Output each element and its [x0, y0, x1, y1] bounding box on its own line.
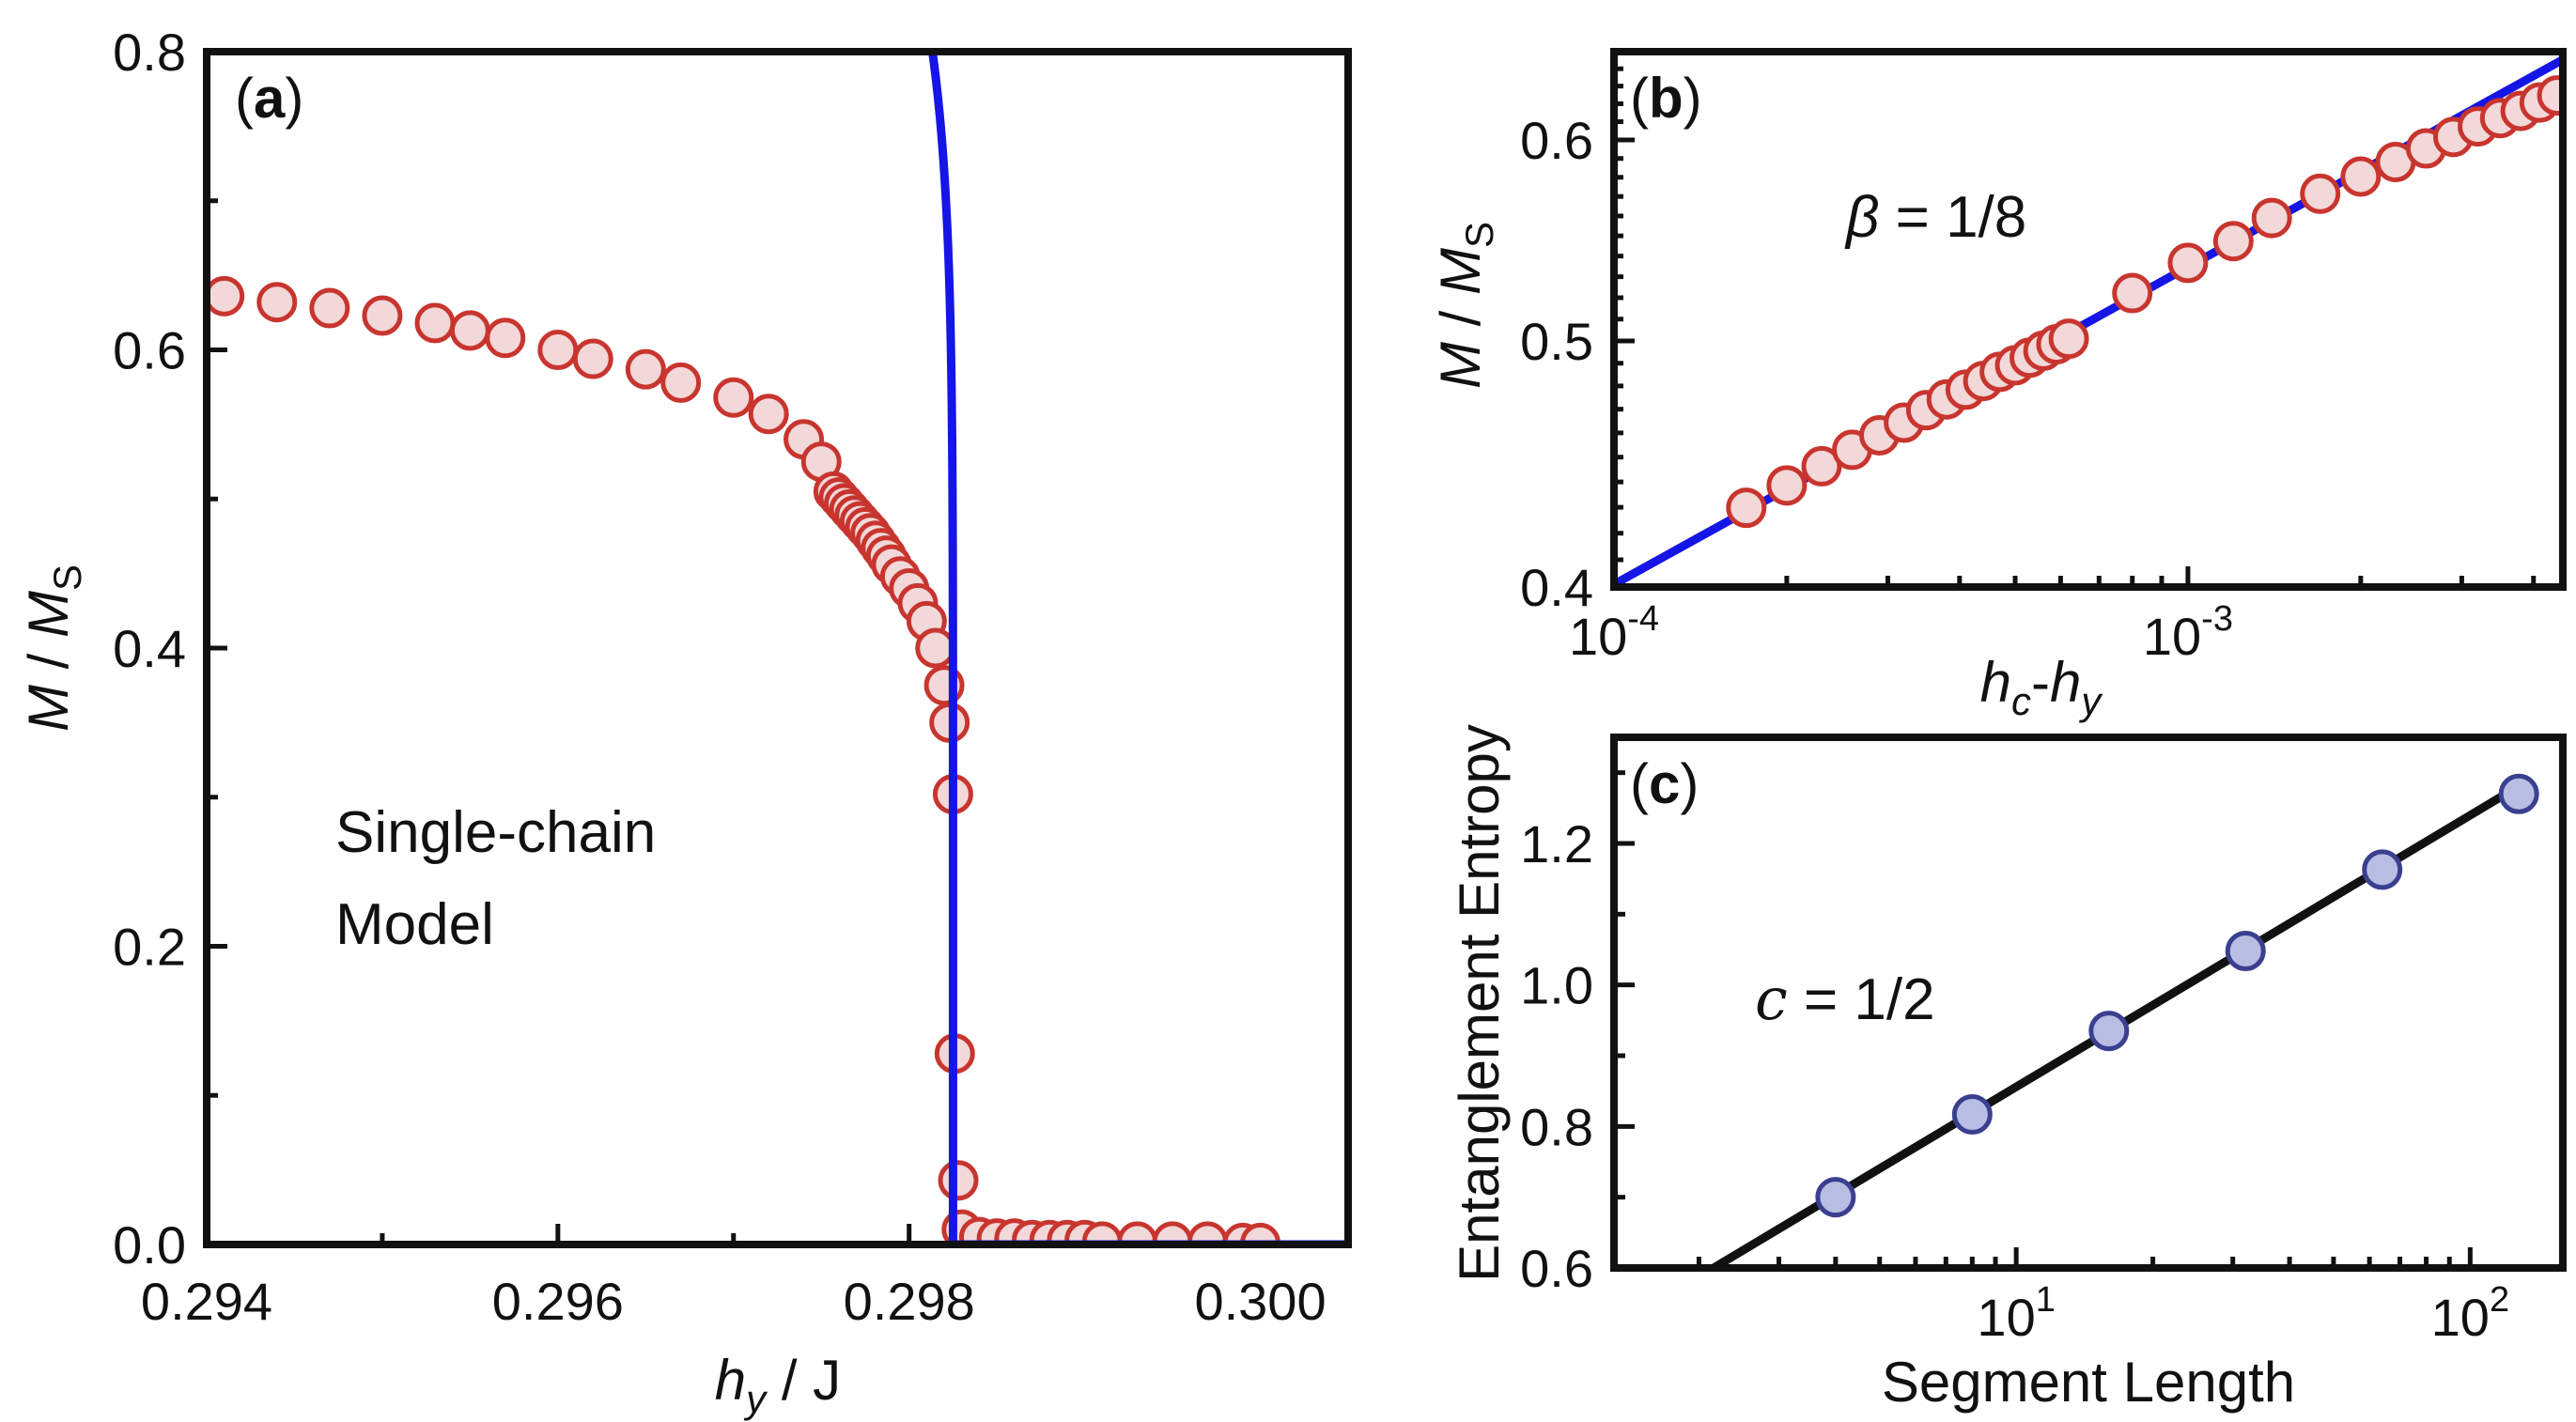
panel-c-y-tick-label: 0.8: [1520, 1097, 1593, 1156]
panel-a-markers: [207, 275, 1281, 1244]
panel-c-data-point: [1815, 1177, 1856, 1218]
panel-b-data-point: [2112, 272, 2153, 314]
panel-c-x-axis-title: Segment Length: [1882, 1351, 2295, 1414]
panel-a-data-point: [915, 627, 956, 669]
panel-b-data-point: [2537, 75, 2563, 116]
panel-c-y-tick-label: 1.2: [1520, 814, 1593, 873]
panel-a-x-tick-label: 0.294: [141, 1272, 272, 1331]
panel-c-data-point: [2498, 773, 2539, 814]
panel-b-data-point: [2340, 156, 2382, 197]
panel-c-data-point: [2225, 931, 2266, 972]
panel-c-data-point: [1951, 1094, 1993, 1136]
panel-c-markers: [1815, 773, 2539, 1218]
panel-c-label: (c): [1630, 752, 1699, 815]
panel-a-label: (a): [235, 67, 303, 130]
panel-b-data-point: [2212, 221, 2254, 262]
panel-b-data-point: [2048, 318, 2089, 360]
panel-b-y-axis-title: M / MS: [1429, 222, 1501, 389]
panel-c-x-tick-label: 101: [1977, 1280, 2055, 1347]
panel-a-data-point: [625, 348, 666, 390]
panel-b-data-point: [1766, 465, 1808, 506]
panel-a-y-tick-label: 0.0: [113, 1215, 186, 1275]
panel-c-grid-ticks: 101 102 0.6 0.8 1.0 1.2: [1520, 770, 2509, 1347]
panel-b-data-point: [2167, 242, 2209, 284]
panel-b-y-tick-label: 0.5: [1520, 312, 1593, 371]
panel-b-y-tick-label: 0.6: [1520, 111, 1593, 170]
panel-b-label: (b): [1630, 67, 1702, 130]
panel-a-y-axis-title: M / MS: [17, 564, 89, 732]
panel-a-frame: [203, 48, 1352, 1248]
panel-a-data-point: [572, 338, 613, 379]
panel-a-data-point: [485, 317, 526, 359]
panel-a-fit-line: [927, 52, 1348, 1244]
panel-b: 10-4 10-3 0.4 0.5 0.6 (b) β = 1/8 hc-hy M / …: [1429, 48, 2567, 723]
panel-c-y-tick-label: 0.6: [1520, 1239, 1593, 1298]
panel-b-markers: [1726, 75, 2563, 529]
panel-a-data-point: [748, 394, 789, 435]
panel-c: 101 102 0.6 0.8 1.0 1.2 (c) c = 1/2 Segment L…: [1448, 724, 2567, 1414]
panel-c-x-tick-label: 102: [2431, 1280, 2509, 1347]
panel-a-data-point: [713, 377, 754, 418]
panel-a-grid-ticks: 0.294 0.296 0.298 0.300 0.0 0.2 0.4 0.6 0.8: [113, 23, 1326, 1331]
panel-a-y-tick-label: 0.6: [113, 321, 186, 380]
panel-a-x-tick-label: 0.296: [492, 1272, 624, 1331]
panel-b-data-point: [2251, 197, 2292, 239]
panel-b-frame: [1610, 48, 2567, 591]
panel-a-data-point: [938, 1160, 979, 1201]
panel-b-annotation: β = 1/8: [1844, 185, 2026, 250]
panel-c-annotation: c = 1/2: [1755, 965, 1935, 1033]
panel-a-data-point: [256, 282, 298, 323]
panel-a-data-point: [414, 302, 456, 344]
panel-a-x-tick-label: 0.300: [1194, 1272, 1326, 1331]
panel-c-y-tick-label: 1.0: [1520, 956, 1593, 1015]
panel-b-data-point: [1726, 487, 1767, 529]
panel-a-annotation-line2: Model: [335, 892, 494, 957]
panel-a-data-point: [449, 310, 490, 351]
panel-a-x-tick-label: 0.298: [844, 1272, 975, 1331]
panel-b-x-axis-title: hc-hy: [1980, 651, 2104, 723]
panel-a-data-point: [309, 287, 350, 329]
panel-c-frame: [1610, 734, 2567, 1272]
panel-b-data-point: [2300, 173, 2341, 214]
panel-a-y-tick-label: 0.8: [113, 23, 186, 82]
panel-c-data-point: [2088, 1011, 2130, 1052]
panel-a-annotation-line1: Single-chain: [335, 800, 656, 865]
panel-b-data-point: [1801, 445, 1842, 487]
panel-a-x-axis-title: hy / J: [715, 1349, 841, 1421]
panel-a-data-point: [660, 362, 702, 403]
panel-b-y-tick-label: 0.4: [1520, 558, 1593, 617]
panel-a-data-point: [207, 275, 245, 317]
panel-c-data-point: [2362, 849, 2403, 890]
panel-a-y-tick-label: 0.2: [113, 918, 186, 977]
panel-a-data-point: [362, 295, 403, 336]
panel-c-y-axis-title: Entanglement Entropy: [1448, 724, 1511, 1282]
panel-b-x-tick-label: 10-4: [1569, 599, 1659, 666]
panel-a-y-tick-label: 0.4: [113, 619, 186, 678]
panel-b-x-tick-label: 10-3: [2143, 599, 2233, 666]
panel-a-data-point: [537, 330, 579, 370]
